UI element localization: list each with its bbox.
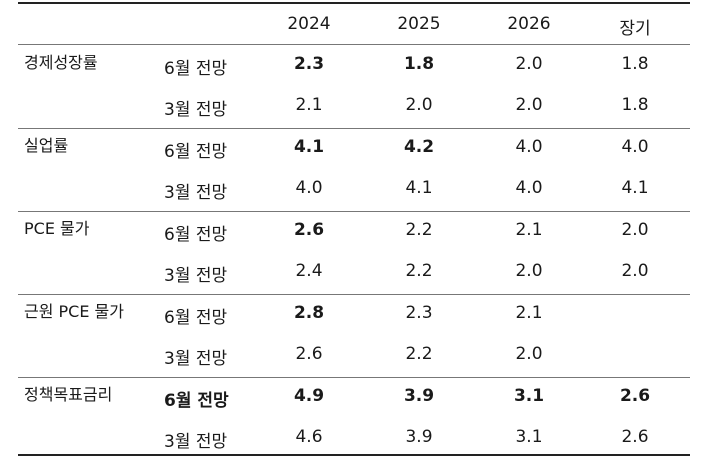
table-row: 6월 전망 2.6 2.2 2.1 2.0 bbox=[18, 211, 690, 252]
table-cell: 2.6 bbox=[621, 427, 649, 447]
table-row: 6월 전망 4.1 4.2 4.0 4.0 bbox=[18, 128, 690, 169]
group-divider bbox=[18, 128, 690, 129]
row-label: 3월 전망 bbox=[164, 349, 228, 369]
group-pce-inflation: PCE 물가 6월 전망 2.6 2.2 2.1 2.0 3월 전망 2.4 2.2 2.0 2.0 bbox=[18, 211, 690, 295]
table-cell: 3.1 bbox=[513, 386, 545, 406]
table-cell: 4.0 bbox=[515, 137, 543, 157]
table-cell: 2.0 bbox=[515, 261, 543, 281]
table-row: 3월 전망 4.0 4.1 4.0 4.1 bbox=[18, 169, 690, 210]
group-label: 경제성장률 bbox=[24, 53, 98, 72]
row-label: 6월 전망 bbox=[164, 225, 228, 245]
group-label: 실업률 bbox=[24, 136, 69, 155]
table-cell: 2.8 bbox=[293, 303, 325, 323]
table-bottom-rule bbox=[18, 454, 690, 456]
table-cell: 4.1 bbox=[405, 178, 433, 198]
row-label: 6월 전망 bbox=[164, 142, 228, 162]
table-cell: 2.6 bbox=[295, 344, 323, 364]
table-cell: 4.9 bbox=[293, 386, 325, 406]
row-label: 3월 전망 bbox=[164, 266, 228, 286]
table-cell: 2.1 bbox=[515, 303, 543, 323]
row-label: 6월 전망 bbox=[164, 391, 229, 411]
table-cell: 2.6 bbox=[619, 386, 651, 406]
group-divider bbox=[18, 211, 690, 212]
table-cell: 4.2 bbox=[403, 137, 435, 157]
table-cell: 2.6 bbox=[293, 220, 325, 240]
table-cell: 2.2 bbox=[405, 220, 433, 240]
table-cell: 4.0 bbox=[621, 137, 649, 157]
table-cell: 2.0 bbox=[515, 54, 543, 74]
table-cell: 4.1 bbox=[293, 137, 325, 157]
group-unemployment: 실업률 6월 전망 4.1 4.2 4.0 4.0 3월 전망 4.0 4.1 4.0 4.1 bbox=[18, 128, 690, 212]
table-cell: 4.0 bbox=[515, 178, 543, 198]
table-cell: 2.2 bbox=[405, 344, 433, 364]
table-header-row: 2024 2025 2026 장기 bbox=[18, 4, 690, 45]
table-cell: 4.1 bbox=[621, 178, 649, 198]
table-row: 3월 전망 2.4 2.2 2.0 2.0 bbox=[18, 252, 690, 293]
group-label: PCE 물가 bbox=[24, 219, 90, 238]
table-cell: 3.9 bbox=[403, 386, 435, 406]
group-label: 근원 PCE 물가 bbox=[24, 302, 124, 321]
header-year-2026: 2026 bbox=[507, 14, 551, 34]
table-row: 6월 전망 4.9 3.9 3.1 2.6 bbox=[18, 377, 690, 418]
table-cell: 2.0 bbox=[515, 344, 543, 364]
table-cell: 2.3 bbox=[293, 54, 325, 74]
table-row: 6월 전망 2.8 2.3 2.1 bbox=[18, 294, 690, 335]
header-year-2024: 2024 bbox=[287, 14, 331, 34]
table-cell: 2.1 bbox=[515, 220, 543, 240]
table-cell: 2.0 bbox=[621, 261, 649, 281]
row-label: 3월 전망 bbox=[164, 183, 228, 203]
header-longer-run: 장기 bbox=[619, 19, 651, 39]
table-cell: 2.3 bbox=[405, 303, 433, 323]
table-cell: 3.1 bbox=[515, 427, 543, 447]
group-divider bbox=[18, 377, 690, 378]
row-label: 3월 전망 bbox=[164, 432, 228, 452]
row-label: 6월 전망 bbox=[164, 59, 228, 79]
row-label: 6월 전망 bbox=[164, 308, 228, 328]
table-cell: 2.0 bbox=[405, 95, 433, 115]
group-core-pce-inflation: 근원 PCE 물가 6월 전망 2.8 2.3 2.1 3월 전망 2.6 2.2 2.0 bbox=[18, 294, 690, 378]
table-cell: 4.6 bbox=[295, 427, 323, 447]
table-cell: 2.0 bbox=[515, 95, 543, 115]
group-policy-rate: 정책목표금리 6월 전망 4.9 3.9 3.1 2.6 3월 전망 4.6 3.9 3.1 2.6 bbox=[18, 377, 690, 461]
table-cell: 2.4 bbox=[295, 261, 323, 281]
header-rule bbox=[18, 44, 690, 45]
table-cell: 2.2 bbox=[405, 261, 433, 281]
group-gdp-growth: 경제성장률 6월 전망 2.3 1.8 2.0 1.8 3월 전망 2.1 2.0 2.0 1.8 bbox=[18, 45, 690, 129]
table-cell: 2.1 bbox=[295, 95, 323, 115]
table-cell: 1.8 bbox=[403, 54, 435, 74]
table-row: 6월 전망 2.3 1.8 2.0 1.8 bbox=[18, 45, 690, 86]
table-cell: 1.8 bbox=[621, 95, 649, 115]
group-divider bbox=[18, 294, 690, 295]
table-cell: 3.9 bbox=[405, 427, 433, 447]
table-row: 3월 전망 4.6 3.9 3.1 2.6 bbox=[18, 418, 690, 459]
table-row: 3월 전망 2.6 2.2 2.0 bbox=[18, 335, 690, 376]
table-top-rule bbox=[18, 2, 690, 4]
group-label: 정책목표금리 bbox=[24, 385, 113, 404]
header-year-2025: 2025 bbox=[397, 14, 441, 34]
row-label: 3월 전망 bbox=[164, 100, 228, 120]
table-cell: 1.8 bbox=[621, 54, 649, 74]
table-row: 3월 전망 2.1 2.0 2.0 1.8 bbox=[18, 86, 690, 127]
table-cell: 4.0 bbox=[295, 178, 323, 198]
table-cell: 2.0 bbox=[621, 220, 649, 240]
